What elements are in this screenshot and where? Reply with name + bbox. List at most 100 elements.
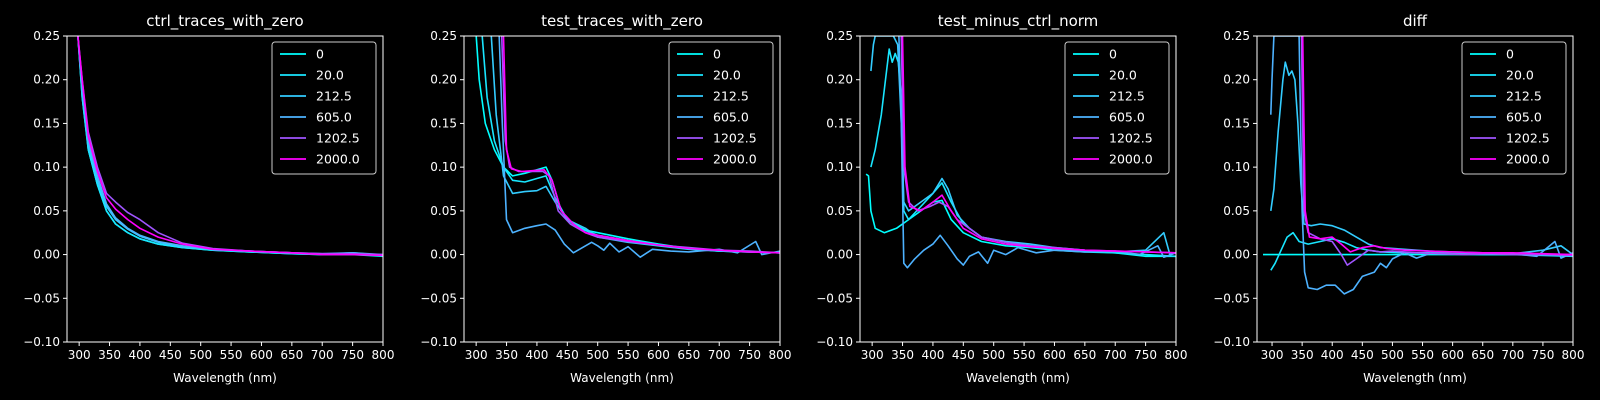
y-tick-label: 0.15 <box>33 116 60 130</box>
x-tick-label: 450 <box>1351 348 1374 362</box>
y-tick-label: 0.00 <box>33 248 60 262</box>
y-tick-label: −0.05 <box>420 291 457 305</box>
x-tick-label: 300 <box>1261 348 1284 362</box>
x-tick-label: 700 <box>311 348 334 362</box>
series-lines <box>475 36 780 258</box>
x-tick-label: 400 <box>1321 348 1344 362</box>
x-axis-label: Wavelength (nm) <box>570 371 674 385</box>
y-tick-label: 0.05 <box>826 204 853 218</box>
x-tick-label: 500 <box>1381 348 1404 362</box>
subplot-3: test_minus_ctrl_norm Wavelength (nm) 300… <box>816 12 1187 385</box>
x-axis-label: Wavelength (nm) <box>966 371 1070 385</box>
x-tick-label: 300 <box>68 348 91 362</box>
x-tick-label: 400 <box>128 348 151 362</box>
y-tick-label: 0.25 <box>430 29 457 43</box>
y-tick-label: 0.20 <box>33 73 60 87</box>
legend-entry-label: 0 <box>316 47 324 62</box>
subplot-1: ctrl_traces_with_zero Wavelength (nm) 30… <box>23 12 394 385</box>
x-tick-label: 800 <box>1562 348 1585 362</box>
x-tick-label: 800 <box>372 348 395 362</box>
x-tick-label: 650 <box>280 348 303 362</box>
x-axis-label: Wavelength (nm) <box>173 371 277 385</box>
legend-entry-label: 2000.0 <box>316 152 360 167</box>
legend-entry-label: 212.5 <box>1109 89 1145 104</box>
legend: 0 20.0 212.5 605.0 1202.5 2000.0 <box>1064 41 1170 175</box>
y-tick-label: 0.00 <box>826 248 853 262</box>
x-tick-label: 600 <box>1043 348 1066 362</box>
x-tick-label: 650 <box>677 348 700 362</box>
y-tick-label: 0.20 <box>1223 73 1250 87</box>
x-tick-label: 750 <box>1134 348 1157 362</box>
x-tick-label: 750 <box>1531 348 1554 362</box>
y-tick-label: 0.20 <box>826 73 853 87</box>
y-tick-label: −0.10 <box>23 335 60 349</box>
x-axis-label: Wavelength (nm) <box>1363 371 1467 385</box>
x-tick-label: 500 <box>586 348 609 362</box>
x-tick-label: 650 <box>1073 348 1096 362</box>
subplot-title: test_traces_with_zero <box>541 12 703 31</box>
legend-entry-label: 212.5 <box>1506 89 1542 104</box>
legend-entry-label: 20.0 <box>1109 68 1137 83</box>
legend-entry-label: 0 <box>1109 47 1117 62</box>
y-tick-label: 0.00 <box>1223 248 1250 262</box>
legend-entry-label: 2000.0 <box>713 152 757 167</box>
y-tick-label: −0.10 <box>816 335 853 349</box>
y-tick-label: 0.15 <box>826 116 853 130</box>
axes-frame <box>463 35 781 343</box>
y-tick-label: 0.15 <box>430 116 457 130</box>
legend-entry-label: 605.0 <box>1109 110 1145 125</box>
y-tick-label: 0.20 <box>430 73 457 87</box>
x-tick-label: 550 <box>1411 348 1434 362</box>
legend: 0 20.0 212.5 605.0 1202.5 2000.0 <box>271 41 377 175</box>
y-tick-label: 0.05 <box>33 204 60 218</box>
legend-entry-label: 605.0 <box>316 110 352 125</box>
series-lines <box>77 36 383 258</box>
legend-entry-label: 20.0 <box>713 68 741 83</box>
x-tick-label: 700 <box>1104 348 1127 362</box>
subplot-title: diff <box>1403 12 1428 30</box>
x-tick-label: 750 <box>341 348 364 362</box>
y-tick-label: 0.05 <box>1223 204 1250 218</box>
y-tick-label: 0.25 <box>1223 29 1250 43</box>
legend: 0 20.0 212.5 605.0 1202.5 2000.0 <box>668 41 774 175</box>
subplot-title: test_minus_ctrl_norm <box>938 12 1099 31</box>
legend: 0 20.0 212.5 605.0 1202.5 2000.0 <box>1461 41 1567 175</box>
y-tick-label: 0.25 <box>826 29 853 43</box>
y-tick-label: −0.10 <box>420 335 457 349</box>
y-tick-label: −0.05 <box>1213 291 1250 305</box>
x-tick-label: 350 <box>891 348 914 362</box>
x-tick-label: 700 <box>1501 348 1524 362</box>
legend-entry-label: 2000.0 <box>1109 152 1153 167</box>
x-tick-label: 450 <box>556 348 579 362</box>
x-tick-label: 600 <box>250 348 273 362</box>
y-tick-label: 0.10 <box>33 160 60 174</box>
y-tick-label: 0.10 <box>430 160 457 174</box>
legend-entry-label: 1202.5 <box>316 131 360 146</box>
x-tick-label: 750 <box>738 348 761 362</box>
series-lines <box>1263 36 1573 295</box>
x-tick-label: 400 <box>525 348 548 362</box>
legend-entry-label: 605.0 <box>713 110 749 125</box>
x-tick-label: 350 <box>495 348 518 362</box>
series-line-2000-0 <box>77 36 383 257</box>
legend-entry-label: 2000.0 <box>1506 152 1550 167</box>
x-tick-label: 450 <box>159 348 182 362</box>
y-tick-label: 0.15 <box>1223 116 1250 130</box>
y-tick-label: 0.05 <box>430 204 457 218</box>
x-tick-label: 300 <box>861 348 884 362</box>
axes-frame <box>859 35 1177 343</box>
x-tick-label: 400 <box>921 348 944 362</box>
x-tick-label: 650 <box>1471 348 1494 362</box>
x-tick-label: 700 <box>708 348 731 362</box>
y-tick-label: −0.10 <box>1213 335 1250 349</box>
y-tick-label: 0.00 <box>430 248 457 262</box>
x-tick-label: 450 <box>952 348 975 362</box>
legend-entry-label: 1202.5 <box>1109 131 1153 146</box>
x-tick-label: 350 <box>98 348 121 362</box>
x-tick-label: 300 <box>465 348 488 362</box>
x-tick-label: 800 <box>1165 348 1188 362</box>
y-tick-label: −0.05 <box>816 291 853 305</box>
x-tick-label: 350 <box>1291 348 1314 362</box>
